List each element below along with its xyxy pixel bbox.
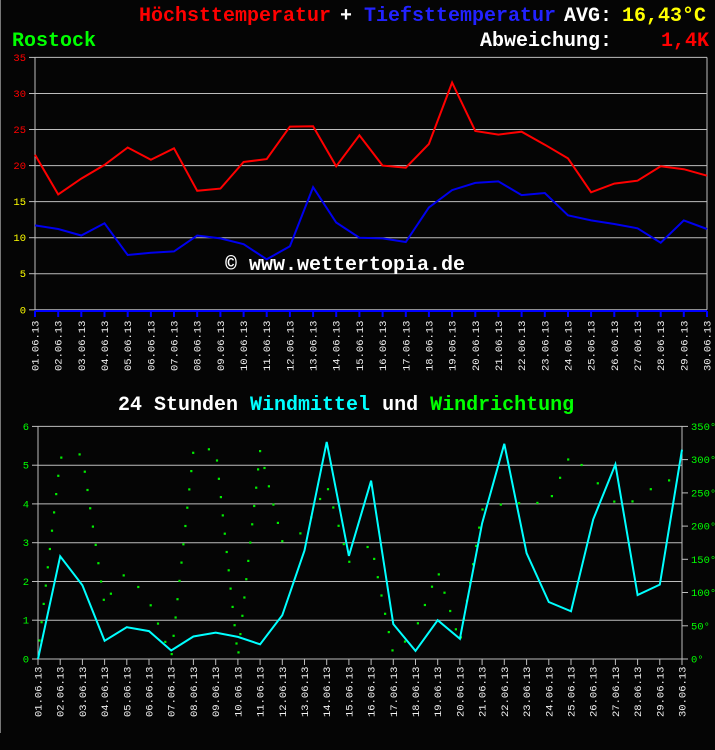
- svg-text:350°: 350°: [691, 422, 715, 434]
- svg-text:24.06.13: 24.06.13: [564, 321, 576, 371]
- svg-text:0: 0: [20, 305, 26, 317]
- svg-text:07.06.13: 07.06.13: [167, 667, 179, 717]
- svg-text:08.06.13: 08.06.13: [193, 321, 205, 371]
- svg-text:09.06.13: 09.06.13: [216, 321, 228, 371]
- svg-text:20: 20: [13, 161, 26, 173]
- svg-text:17.06.13: 17.06.13: [389, 667, 401, 717]
- svg-text:12.06.13: 12.06.13: [278, 667, 290, 717]
- svg-text:250°: 250°: [691, 488, 715, 500]
- svg-text:01.06.13: 01.06.13: [31, 321, 43, 371]
- svg-text:03.06.13: 03.06.13: [77, 321, 89, 371]
- svg-text:01.06.13: 01.06.13: [34, 667, 46, 717]
- svg-text:20.06.13: 20.06.13: [455, 667, 467, 717]
- svg-text:02.06.13: 02.06.13: [56, 667, 68, 717]
- svg-text:22.06.13: 22.06.13: [517, 321, 529, 371]
- svg-text:13.06.13: 13.06.13: [300, 667, 312, 717]
- svg-text:11.06.13: 11.06.13: [256, 667, 268, 717]
- svg-text:06.06.13: 06.06.13: [145, 667, 157, 717]
- svg-text:10.06.13: 10.06.13: [233, 667, 245, 717]
- svg-text:08.06.13: 08.06.13: [189, 667, 201, 717]
- svg-text:29.06.13: 29.06.13: [655, 667, 667, 717]
- svg-text:30.06.13: 30.06.13: [703, 321, 715, 371]
- svg-text:18.06.13: 18.06.13: [411, 667, 423, 717]
- svg-text:35: 35: [13, 53, 26, 65]
- svg-text:15.06.13: 15.06.13: [344, 667, 356, 717]
- svg-text:15.06.13: 15.06.13: [355, 321, 367, 371]
- svg-text:02.06.13: 02.06.13: [54, 321, 66, 371]
- svg-text:5: 5: [23, 461, 29, 473]
- svg-text:15: 15: [13, 197, 26, 209]
- svg-text:6: 6: [23, 422, 29, 434]
- svg-text:30: 30: [13, 89, 26, 101]
- svg-text:25: 25: [13, 125, 26, 137]
- svg-text:16.06.13: 16.06.13: [367, 667, 379, 717]
- svg-text:27.06.13: 27.06.13: [633, 321, 645, 371]
- svg-text:29.06.13: 29.06.13: [679, 321, 691, 371]
- svg-text:24.06.13: 24.06.13: [544, 667, 556, 717]
- svg-text:25.06.13: 25.06.13: [567, 667, 579, 717]
- svg-text:10.06.13: 10.06.13: [239, 321, 251, 371]
- svg-text:12.06.13: 12.06.13: [285, 321, 297, 371]
- svg-text:14.06.13: 14.06.13: [322, 667, 334, 717]
- svg-text:1: 1: [23, 616, 29, 628]
- svg-text:28.06.13: 28.06.13: [656, 321, 668, 371]
- svg-text:26.06.13: 26.06.13: [589, 667, 601, 717]
- svg-text:14.06.13: 14.06.13: [332, 321, 344, 371]
- svg-text:26.06.13: 26.06.13: [610, 321, 622, 371]
- svg-text:22.06.13: 22.06.13: [500, 667, 512, 717]
- svg-text:0: 0: [23, 655, 29, 667]
- svg-text:19.06.13: 19.06.13: [448, 321, 460, 371]
- svg-text:300°: 300°: [691, 455, 715, 467]
- svg-text:16.06.13: 16.06.13: [378, 321, 390, 371]
- svg-text:50°: 50°: [691, 621, 710, 633]
- svg-text:20.06.13: 20.06.13: [471, 321, 483, 371]
- svg-text:0°: 0°: [691, 655, 704, 667]
- svg-text:05.06.13: 05.06.13: [122, 667, 134, 717]
- svg-text:13.06.13: 13.06.13: [309, 321, 321, 371]
- svg-text:07.06.13: 07.06.13: [170, 321, 182, 371]
- svg-text:09.06.13: 09.06.13: [211, 667, 223, 717]
- svg-text:23.06.13: 23.06.13: [522, 667, 534, 717]
- svg-text:3: 3: [23, 538, 29, 550]
- svg-text:30.06.13: 30.06.13: [678, 667, 690, 717]
- svg-text:5: 5: [20, 269, 26, 281]
- svg-text:04.06.13: 04.06.13: [100, 321, 112, 371]
- svg-text:19.06.13: 19.06.13: [433, 667, 445, 717]
- svg-text:06.06.13: 06.06.13: [146, 321, 158, 371]
- svg-text:11.06.13: 11.06.13: [262, 321, 274, 371]
- svg-text:28.06.13: 28.06.13: [633, 667, 645, 717]
- svg-text:100°: 100°: [691, 588, 715, 600]
- svg-text:25.06.13: 25.06.13: [587, 321, 599, 371]
- svg-text:03.06.13: 03.06.13: [78, 667, 90, 717]
- svg-text:17.06.13: 17.06.13: [401, 321, 413, 371]
- svg-text:21.06.13: 21.06.13: [494, 321, 506, 371]
- svg-text:04.06.13: 04.06.13: [100, 667, 112, 717]
- svg-text:150°: 150°: [691, 555, 715, 567]
- svg-text:2: 2: [23, 577, 29, 589]
- svg-text:21.06.13: 21.06.13: [478, 667, 490, 717]
- svg-text:27.06.13: 27.06.13: [611, 667, 623, 717]
- svg-text:10: 10: [13, 233, 26, 245]
- svg-text:05.06.13: 05.06.13: [123, 321, 135, 371]
- svg-text:23.06.13: 23.06.13: [540, 321, 552, 371]
- svg-text:4: 4: [23, 499, 29, 511]
- svg-text:18.06.13: 18.06.13: [424, 321, 436, 371]
- svg-text:200°: 200°: [691, 522, 715, 534]
